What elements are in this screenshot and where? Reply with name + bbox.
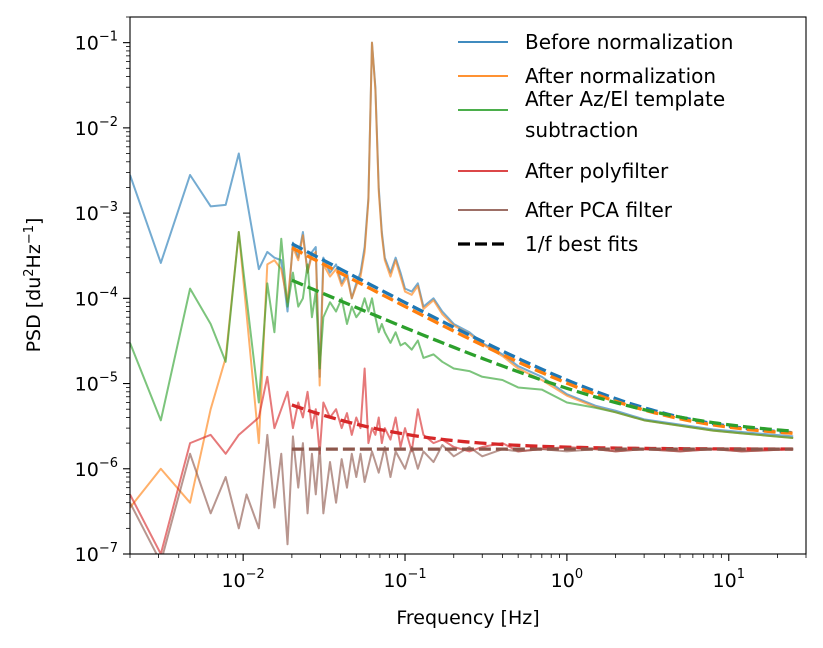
legend-label-4: After PCA filter [525, 198, 673, 222]
legend-label-1: After normalization [525, 64, 716, 88]
legend-label-2: After Az/El template [525, 87, 725, 111]
y-label-part: Hz [23, 244, 45, 268]
x-tick-label: 10−1 [383, 567, 426, 592]
fit-line-1 [291, 246, 794, 435]
y-tick-label: 10−1 [75, 30, 118, 55]
y-label-part: PSD [du [23, 277, 45, 353]
y-tick-label: 10−7 [75, 541, 118, 566]
series-line-2 [130, 231, 794, 439]
fit-line-2 [291, 278, 794, 433]
y-tick-label: 10−3 [75, 200, 118, 225]
y-tick-label: 10−2 [75, 115, 118, 140]
x-tick-label: 100 [551, 567, 583, 592]
plot-frame [129, 16, 807, 555]
y-tick-label: 10−5 [75, 371, 118, 396]
x-axis-ticks: 10−2 10−1 100 101 [129, 554, 807, 592]
x-tick-label: 10−2 [221, 567, 264, 592]
series-line-4 [130, 433, 794, 554]
y-tick-label: 10−6 [75, 456, 118, 481]
fit-line-3 [291, 403, 794, 451]
legend-label-5: 1/f best fits [525, 232, 638, 256]
x-axis-label: Frequency [Hz] [396, 607, 539, 629]
y-label-superscript: −1 [22, 225, 37, 244]
series-layer [130, 41, 794, 554]
fit-line-0 [291, 242, 794, 435]
x-tick-label: 101 [713, 567, 745, 592]
y-axis-ticks: 10−7 10−6 10−5 10−4 10−3 10−2 10−1 [75, 16, 130, 566]
y-tick-label: 10−4 [75, 285, 118, 310]
legend-label-3: After polyfilter [525, 159, 669, 183]
legend-label-0: Before normalization [525, 30, 733, 54]
legend-label-2-line2: subtraction [525, 118, 638, 142]
y-axis-label: PSD [du2Hz−1] [22, 218, 45, 353]
fit-layer [291, 242, 794, 451]
y-label-part: ] [23, 218, 45, 225]
series-line-1 [130, 41, 794, 509]
y-label-superscript: 2 [22, 268, 37, 276]
